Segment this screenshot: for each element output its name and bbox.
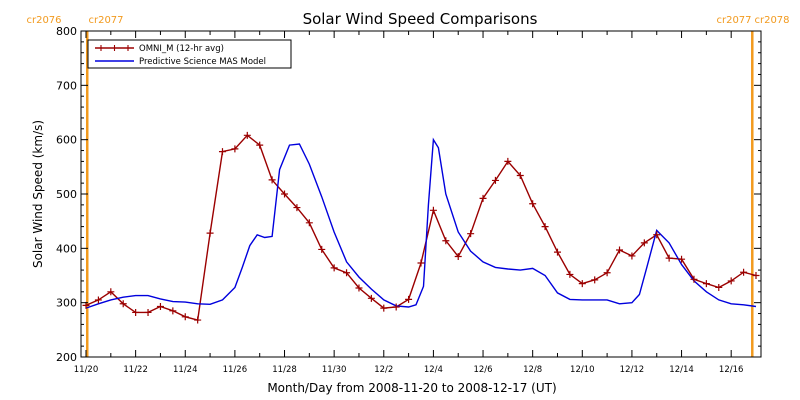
omni-point-35 bbox=[516, 172, 524, 180]
omni-point-22 bbox=[355, 284, 363, 292]
legend: OMNI_M (12-hr avg) Predictive Science MA… bbox=[87, 39, 292, 69]
cr-label-right-1: cr2077 bbox=[88, 15, 123, 26]
omni-point-40 bbox=[578, 280, 586, 288]
omni-point-14 bbox=[256, 141, 264, 149]
series-layer bbox=[82, 131, 760, 324]
omni-point-32 bbox=[479, 194, 487, 202]
x-tick-label-11/20: 11/20 bbox=[74, 365, 99, 375]
omni-point-44 bbox=[628, 252, 636, 260]
x-tick-label-11/28: 11/28 bbox=[272, 365, 297, 375]
omni-point-31 bbox=[467, 230, 475, 238]
x-tick-label-11/30: 11/30 bbox=[322, 365, 347, 375]
omni-point-34 bbox=[504, 157, 512, 165]
omni-point-26 bbox=[405, 295, 413, 303]
legend-marker-omni-1 bbox=[111, 45, 118, 51]
omni-point-39 bbox=[566, 270, 574, 278]
omni-point-5 bbox=[144, 308, 152, 316]
omni-point-50 bbox=[702, 280, 710, 288]
carrington-labels: cr2076 cr2077 cr2077 cr2078 bbox=[26, 15, 789, 26]
x-tick-label-12/8: 12/8 bbox=[523, 365, 542, 375]
omni-point-28 bbox=[429, 206, 437, 214]
omni-point-3 bbox=[119, 300, 127, 308]
cr-label-right-2: cr2078 bbox=[754, 15, 789, 26]
omni-point-52 bbox=[727, 277, 735, 285]
x-tick-label-12/4: 12/4 bbox=[424, 365, 443, 375]
omni-point-7 bbox=[169, 307, 177, 315]
x-axis-label: Month/Day from 2008-11-20 to 2008-12-17 … bbox=[267, 381, 556, 395]
x-axis: 11/20 11/22 11/24 11/26 11/28 11/30 12/2 12/4 12… bbox=[74, 31, 744, 375]
omni-point-23 bbox=[367, 294, 375, 302]
omni-point-15 bbox=[268, 176, 276, 184]
x-tick-label-12/12: 12/12 bbox=[620, 365, 645, 375]
omni-point-41 bbox=[591, 276, 599, 284]
legend-box bbox=[87, 39, 292, 69]
legend-marker-omni-0 bbox=[98, 45, 104, 51]
omni-point-54 bbox=[752, 272, 760, 279]
y-tick-label-600: 600 bbox=[56, 134, 77, 147]
y-tick-label-300: 300 bbox=[56, 297, 77, 310]
omni-point-24 bbox=[380, 304, 388, 312]
y-axis-label: Solar Wind Speed (km/s) bbox=[31, 120, 45, 268]
omni-point-37 bbox=[541, 223, 549, 231]
omni-point-16 bbox=[281, 190, 289, 198]
y-tick-label-400: 400 bbox=[56, 242, 77, 255]
omni-point-42 bbox=[603, 269, 611, 277]
omni-point-17 bbox=[293, 204, 301, 212]
omni-point-29 bbox=[442, 237, 450, 245]
omni-point-27 bbox=[417, 259, 425, 267]
x-tick-label-12/10: 12/10 bbox=[570, 365, 595, 375]
omni-point-47 bbox=[665, 254, 673, 262]
omni-point-4 bbox=[132, 308, 140, 316]
omni-point-18 bbox=[305, 219, 313, 227]
series-line-mas bbox=[85, 137, 757, 309]
y-tick-label-500: 500 bbox=[56, 188, 77, 201]
omni-point-13 bbox=[243, 131, 251, 139]
omni-point-38 bbox=[553, 248, 561, 256]
omni-point-9 bbox=[194, 316, 202, 324]
x-tick-label-11/24: 11/24 bbox=[173, 365, 198, 375]
y-tick-label-800: 800 bbox=[56, 25, 77, 38]
chart-title: Solar Wind Speed Comparisons bbox=[303, 10, 538, 28]
x-tick-label-11/26: 11/26 bbox=[223, 365, 248, 375]
omni-point-25 bbox=[392, 303, 400, 311]
y-tick-label-700: 700 bbox=[56, 79, 77, 92]
x-tick-label-12/16: 12/16 bbox=[719, 365, 744, 375]
x-tick-label-12/2: 12/2 bbox=[374, 365, 393, 375]
omni-point-51 bbox=[715, 283, 723, 291]
omni-point-43 bbox=[616, 246, 624, 254]
x-tick-label-12/14: 12/14 bbox=[669, 365, 694, 375]
omni-point-30 bbox=[454, 252, 462, 260]
y-axis: 200 300 400 500 600 700 800 bbox=[56, 25, 761, 364]
omni-point-1 bbox=[94, 296, 102, 304]
omni-point-45 bbox=[640, 239, 648, 247]
omni-point-48 bbox=[678, 255, 686, 263]
omni-point-49 bbox=[690, 275, 698, 283]
omni-point-46 bbox=[653, 231, 661, 239]
cr-label-left-2: cr2077 bbox=[716, 15, 751, 26]
omni-point-53 bbox=[740, 268, 748, 276]
omni-point-21 bbox=[343, 269, 351, 277]
omni-point-11 bbox=[218, 148, 226, 156]
omni-point-33 bbox=[491, 176, 499, 184]
cr-label-left-1: cr2076 bbox=[26, 15, 61, 26]
omni-point-6 bbox=[156, 302, 164, 310]
x-tick-label-12/6: 12/6 bbox=[473, 365, 492, 375]
x-tick-label-11/22: 11/22 bbox=[123, 365, 148, 375]
omni-point-10 bbox=[206, 229, 214, 237]
omni-point-36 bbox=[529, 200, 537, 208]
y-tick-label-200: 200 bbox=[56, 351, 77, 364]
legend-marker-omni-2 bbox=[125, 45, 131, 51]
omni-point-20 bbox=[330, 264, 338, 272]
legend-label-mas: Predictive Science MAS Model bbox=[139, 57, 266, 67]
omni-point-8 bbox=[181, 313, 189, 321]
series-markers-omni bbox=[82, 131, 760, 324]
legend-label-omni: OMNI_M (12-hr avg) bbox=[139, 44, 224, 54]
omni-point-2 bbox=[107, 288, 115, 296]
omni-point-12 bbox=[231, 145, 239, 153]
omni-point-19 bbox=[318, 245, 326, 253]
